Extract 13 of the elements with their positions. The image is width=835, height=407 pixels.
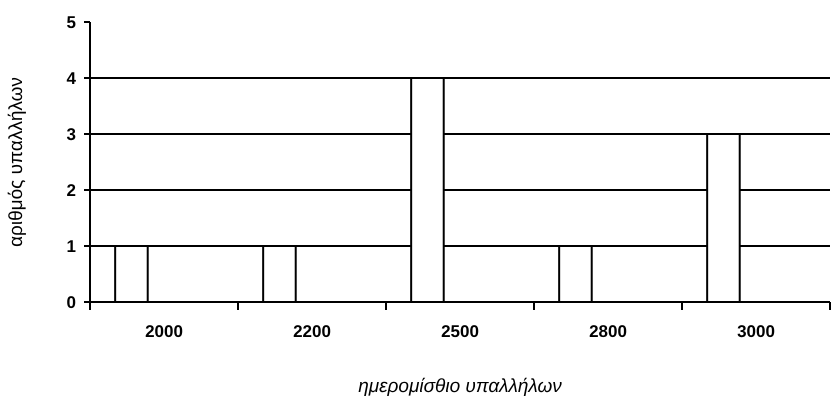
y-tick-label: 5 xyxy=(66,12,76,32)
x-tick-label: 2800 xyxy=(589,322,627,341)
x-tick-label: 3000 xyxy=(737,322,775,341)
x-tick-label: 2500 xyxy=(441,322,479,341)
y-tick-label: 0 xyxy=(66,292,76,312)
y-axis-title: αριθμός υπαλλήλων xyxy=(6,77,27,247)
x-axis-title: ημερομίσθιο υπαλλήλων xyxy=(358,376,562,397)
x-tick-label: 2000 xyxy=(145,322,183,341)
y-tick-label: 4 xyxy=(66,68,77,88)
x-tick-label: 2200 xyxy=(293,322,331,341)
y-tick-label: 3 xyxy=(66,124,76,144)
y-tick-label: 2 xyxy=(66,180,76,200)
y-tick-label: 1 xyxy=(66,236,76,256)
